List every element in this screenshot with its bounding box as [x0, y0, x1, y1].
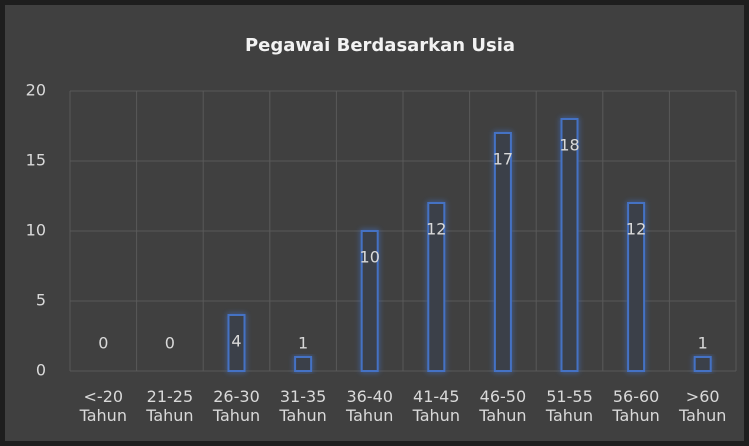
data-label: 17 [493, 150, 513, 169]
bar [693, 356, 712, 372]
x-tick-label: >60 Tahun [679, 387, 727, 425]
data-label: 12 [626, 220, 646, 239]
data-label: 12 [426, 220, 446, 239]
data-label: 18 [559, 136, 579, 155]
data-label: 1 [298, 334, 308, 353]
bar [360, 230, 379, 372]
data-label: 1 [698, 334, 708, 353]
data-label: 0 [165, 334, 175, 353]
y-tick-label: 10 [26, 221, 46, 240]
x-tick-label: 51-55 Tahun [545, 387, 594, 425]
x-tick-label: 21-25 Tahun [146, 387, 194, 425]
bar [427, 202, 446, 372]
y-tick-label: 0 [36, 361, 46, 380]
chart-title: Pegawai Berdasarkan Usia [245, 35, 515, 56]
y-tick-label: 5 [36, 291, 46, 310]
x-tick-label: <-20 Tahun [79, 387, 127, 425]
x-tick-label: 56-60 Tahun [612, 387, 660, 425]
x-tick-label: 26-30 Tahun [212, 387, 261, 425]
y-tick-label: 20 [26, 81, 46, 100]
bar [493, 132, 512, 372]
y-tick-label: 15 [26, 151, 46, 170]
data-label: 0 [98, 334, 108, 353]
x-tick-label: 31-35 Tahun [279, 387, 327, 425]
bar [627, 202, 646, 372]
x-tick-label: 46-50 Tahun [479, 387, 527, 425]
bar [294, 356, 313, 372]
data-label: 10 [360, 248, 380, 267]
bar [227, 314, 246, 372]
data-label: 4 [231, 332, 241, 351]
x-tick-label: 41-45 Tahun [412, 387, 460, 425]
bar [560, 118, 579, 372]
x-tick-label: 36-40 Tahun [346, 387, 394, 425]
